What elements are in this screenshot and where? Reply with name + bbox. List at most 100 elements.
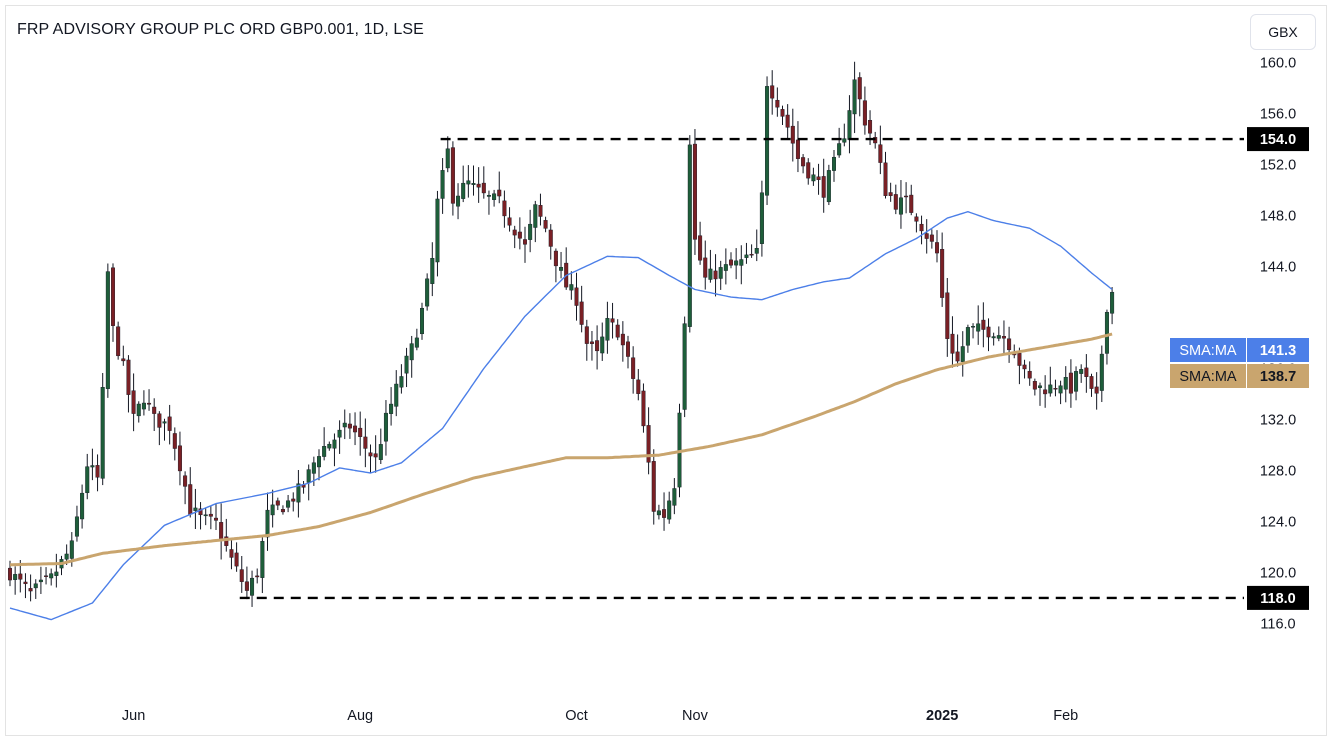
candle-body <box>229 549 234 558</box>
candle <box>502 190 507 228</box>
candle-body <box>291 498 296 502</box>
candle-body <box>533 204 538 228</box>
candle <box>105 263 110 398</box>
candle-body <box>775 99 780 108</box>
candle <box>492 189 497 207</box>
candle-body <box>821 176 826 198</box>
candle-body <box>394 383 399 407</box>
candle-body <box>13 574 18 580</box>
candle-body <box>507 217 512 226</box>
candle <box>33 579 38 599</box>
candle <box>121 345 126 366</box>
candle <box>795 121 800 173</box>
candle <box>924 219 929 254</box>
candle <box>965 324 970 353</box>
candle-body <box>456 195 461 207</box>
price-tick-label: 124.0 <box>1260 514 1296 530</box>
candle <box>816 163 821 195</box>
candle <box>389 387 394 426</box>
candle <box>600 322 605 361</box>
candle <box>548 224 553 260</box>
candle-body <box>7 567 12 581</box>
candle <box>687 135 692 333</box>
candle <box>1099 345 1104 403</box>
candle-body <box>1058 385 1063 394</box>
candle-body <box>306 469 311 483</box>
candle <box>162 418 167 441</box>
candle-body <box>512 229 517 236</box>
candle <box>234 542 239 572</box>
candle <box>38 566 43 594</box>
candle-body <box>749 253 754 256</box>
candle-body <box>703 257 708 278</box>
candle-body <box>1048 384 1053 394</box>
candle-body <box>605 318 610 341</box>
candle-body <box>1063 377 1068 390</box>
candle-body <box>641 390 646 427</box>
candle <box>986 318 991 352</box>
candle-body <box>1037 385 1042 388</box>
price-tick-label: 120.0 <box>1260 565 1296 581</box>
candle-body <box>862 100 867 126</box>
candle <box>1074 366 1079 401</box>
candle-body <box>177 445 182 472</box>
candle <box>414 328 419 351</box>
candle <box>837 127 842 158</box>
indicator-label-bg <box>1170 364 1246 388</box>
price-tag-bg <box>1247 127 1309 152</box>
candle <box>826 164 831 206</box>
candle <box>244 566 249 600</box>
candle-body <box>569 284 574 291</box>
candle <box>280 505 285 515</box>
candle-body <box>203 514 208 517</box>
candle <box>317 449 322 481</box>
candle <box>399 364 404 394</box>
candle-body <box>327 443 332 449</box>
candle-body <box>1094 386 1099 394</box>
candle <box>832 150 837 182</box>
candle <box>620 321 625 362</box>
chart-title: FRP ADVISORY GROUP PLC ORD GBP0.001, 1D,… <box>17 21 424 38</box>
candle-body <box>1084 367 1089 377</box>
candle <box>960 331 965 377</box>
candle-body <box>898 197 903 215</box>
candle <box>95 454 100 492</box>
candle-body <box>744 254 749 258</box>
candle <box>538 193 543 226</box>
candle <box>260 537 265 594</box>
candle-body <box>883 162 888 196</box>
chart-frame <box>5 5 1327 736</box>
price-tick-label: 128.0 <box>1260 463 1296 479</box>
candle-body <box>816 176 821 180</box>
candle-body <box>141 402 146 410</box>
candle-body <box>358 427 363 437</box>
candle <box>1104 309 1109 365</box>
candle <box>275 497 280 511</box>
candle <box>358 411 363 456</box>
candle <box>507 207 512 232</box>
candle-body <box>466 180 471 185</box>
candle-body <box>1104 311 1109 354</box>
candle-body <box>260 541 265 578</box>
candle-body <box>795 139 800 159</box>
candle <box>842 123 847 147</box>
candle-body <box>486 194 491 197</box>
candle <box>528 209 533 253</box>
candle <box>337 420 342 454</box>
candle <box>404 347 409 388</box>
price-tick-label: 156.0 <box>1260 107 1296 123</box>
candle <box>430 242 435 297</box>
candle <box>821 158 826 213</box>
candle-body <box>651 461 656 512</box>
candle-body <box>347 423 352 429</box>
candle-body <box>425 278 430 307</box>
candle-body <box>219 522 224 541</box>
candle-body <box>147 402 152 405</box>
candle-body <box>615 324 620 338</box>
currency-button[interactable]: GBX <box>1250 14 1316 50</box>
candle <box>476 167 481 203</box>
candle-body <box>311 462 316 474</box>
candle-body <box>914 216 919 222</box>
candle <box>569 271 574 300</box>
candle-body <box>481 182 486 194</box>
